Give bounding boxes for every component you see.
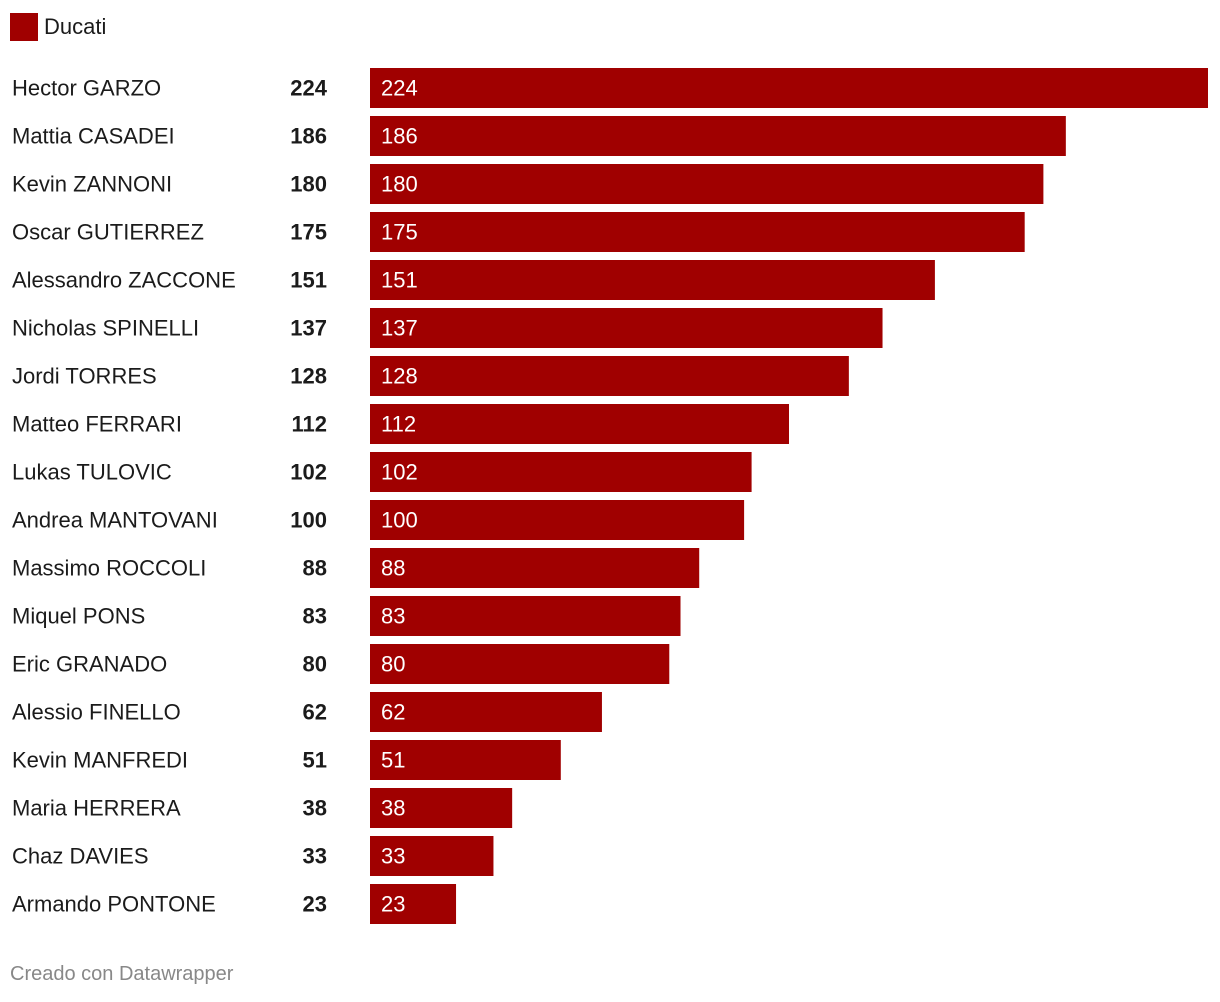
chart-legend: Ducati xyxy=(10,12,106,42)
bar xyxy=(370,212,1025,252)
category-label: Oscar GUTIERREZ xyxy=(12,220,204,245)
category-label: Kevin MANFREDI xyxy=(12,748,188,773)
bar-row: Nicholas SPINELLI 137 137 xyxy=(12,308,883,348)
bar xyxy=(370,68,1208,108)
bar-data-label: 186 xyxy=(381,124,418,149)
bar-data-label: 180 xyxy=(381,172,418,197)
value-column-label: 175 xyxy=(290,220,327,245)
bar xyxy=(370,452,752,492)
value-column-label: 180 xyxy=(290,172,327,197)
bar-data-label: 175 xyxy=(381,220,418,245)
bar-row: Massimo ROCCOLI 88 88 xyxy=(12,548,700,588)
bar-row: Kevin MANFREDI 51 51 xyxy=(12,740,561,780)
bar xyxy=(370,500,745,540)
bar xyxy=(370,116,1066,156)
category-label: Armando PONTONE xyxy=(12,892,216,917)
category-label: Eric GRANADO xyxy=(12,652,167,677)
value-column-label: 33 xyxy=(303,844,327,869)
value-column-label: 151 xyxy=(290,268,327,293)
bar xyxy=(370,884,457,924)
value-column-label: 62 xyxy=(303,700,327,725)
value-column-label: 51 xyxy=(303,748,327,773)
bar-data-label: 62 xyxy=(381,700,405,725)
category-label: Jordi TORRES xyxy=(12,364,157,389)
bar-row: Oscar GUTIERREZ 175 175 xyxy=(12,212,1025,252)
bar-row: Hector GARZO 224 224 xyxy=(12,68,1208,108)
footer-credit: Creado con Datawrapper xyxy=(10,963,234,985)
bar xyxy=(370,548,700,588)
bar-row: Kevin ZANNONI 180 180 xyxy=(12,164,1044,204)
bar-data-label: 112 xyxy=(381,412,416,437)
bar xyxy=(370,260,935,300)
category-label: Kevin ZANNONI xyxy=(12,172,172,197)
value-column-label: 128 xyxy=(290,364,327,389)
legend-swatch xyxy=(10,13,38,41)
bar-row: Jordi TORRES 128 128 xyxy=(12,356,849,396)
bar xyxy=(370,356,849,396)
bar-row: Mattia CASADEI 186 186 xyxy=(12,116,1066,156)
bar-data-label: 224 xyxy=(381,76,418,101)
value-column-label: 88 xyxy=(303,556,327,581)
bar-data-label: 51 xyxy=(381,748,405,773)
bar xyxy=(370,164,1044,204)
category-label: Maria HERRERA xyxy=(12,796,181,821)
bar-row: Miquel PONS 83 83 xyxy=(12,596,681,636)
bar-data-label: 33 xyxy=(381,844,405,869)
bar-data-label: 80 xyxy=(381,652,405,677)
bar-row: Alessio FINELLO 62 62 xyxy=(12,692,602,732)
value-column-label: 100 xyxy=(290,508,327,533)
bar-data-label: 88 xyxy=(381,556,405,581)
category-label: Alessandro ZACCONE xyxy=(12,268,236,293)
bar-row: Maria HERRERA 38 38 xyxy=(12,788,513,828)
category-label: Hector GARZO xyxy=(12,76,161,101)
bar-row: Lukas TULOVIC 102 102 xyxy=(12,452,752,492)
bar xyxy=(370,596,681,636)
bar-data-label: 102 xyxy=(381,460,418,485)
bar-data-label: 23 xyxy=(381,892,405,917)
category-label: Miquel PONS xyxy=(12,604,145,629)
category-label: Nicholas SPINELLI xyxy=(12,316,199,341)
bar xyxy=(370,836,494,876)
value-column-label: 83 xyxy=(303,604,327,629)
bar-row: Andrea MANTOVANI 100 100 xyxy=(12,500,745,540)
bar-data-label: 38 xyxy=(381,796,405,821)
bar-chart: Hector GARZO 224 224 Mattia CASADEI 186 186 Ke… xyxy=(12,68,1208,924)
value-column-label: 80 xyxy=(303,652,327,677)
bar xyxy=(370,404,789,444)
value-column-label: 137 xyxy=(290,316,327,341)
value-column-label: 186 xyxy=(290,124,327,149)
value-column-label: 38 xyxy=(303,796,327,821)
bar-row: Alessandro ZACCONE 151 151 xyxy=(12,260,935,300)
category-label: Massimo ROCCOLI xyxy=(12,556,206,581)
category-label: Matteo FERRARI xyxy=(12,412,182,437)
bar-data-label: 100 xyxy=(381,508,418,533)
value-column-label: 224 xyxy=(290,76,327,101)
value-column-label: 102 xyxy=(290,460,327,485)
bar-row: Armando PONTONE 23 23 xyxy=(12,884,457,924)
category-label: Chaz DAVIES xyxy=(12,844,149,869)
bar xyxy=(370,308,883,348)
legend-label: Ducati xyxy=(44,14,107,39)
bar xyxy=(370,740,561,780)
bar-data-label: 83 xyxy=(381,604,405,629)
bar xyxy=(370,644,670,684)
bar-row: Matteo FERRARI 112 112 xyxy=(12,404,789,444)
bar-row: Eric GRANADO 80 80 xyxy=(12,644,670,684)
bar xyxy=(370,692,602,732)
bar-data-label: 128 xyxy=(381,364,418,389)
value-column-label: 23 xyxy=(303,892,327,917)
bar-data-label: 137 xyxy=(381,316,418,341)
bar xyxy=(370,788,513,828)
value-column-label: 112 xyxy=(292,412,328,437)
bar-data-label: 151 xyxy=(381,268,418,293)
category-label: Alessio FINELLO xyxy=(12,700,181,725)
category-label: Lukas TULOVIC xyxy=(12,460,172,485)
bar-row: Chaz DAVIES 33 33 xyxy=(12,836,494,876)
category-label: Andrea MANTOVANI xyxy=(12,508,218,533)
category-label: Mattia CASADEI xyxy=(12,124,175,149)
